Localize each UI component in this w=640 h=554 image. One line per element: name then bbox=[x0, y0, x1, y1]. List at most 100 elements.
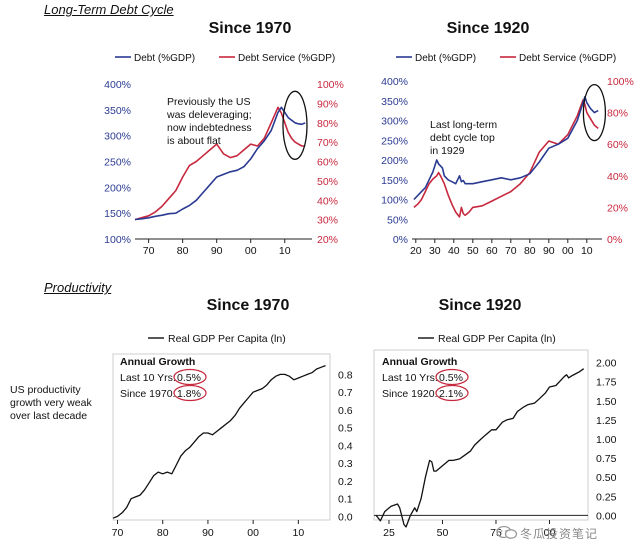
x-tick-label: 25 bbox=[383, 527, 395, 539]
y-right-tick-label: 0.50 bbox=[596, 472, 617, 484]
y-left-tick-label: 200% bbox=[104, 182, 131, 194]
y-right-tick-label: 0% bbox=[607, 234, 622, 246]
y-left-tick-label: 200% bbox=[381, 155, 408, 167]
annotation-line: debt cycle top bbox=[430, 132, 495, 144]
annotation-line: was deleveraging; bbox=[166, 109, 252, 121]
y-right-tick-label: 0.25 bbox=[596, 491, 617, 503]
y-right-tick-label: 60% bbox=[607, 139, 628, 151]
debt-line bbox=[134, 106, 306, 221]
y-left-tick-label: 400% bbox=[381, 76, 408, 88]
y-left-tick-label: 300% bbox=[381, 116, 408, 128]
gdp-chart-1970-title: Since 1970 bbox=[206, 297, 290, 314]
growth-row-label: Since 1920: bbox=[382, 388, 437, 400]
x-tick-label: 80 bbox=[177, 245, 189, 257]
y-right-tick-label: 30% bbox=[317, 215, 338, 227]
productivity-section-title: Productivity bbox=[44, 280, 112, 295]
growth-row-value: 2.1% bbox=[439, 388, 463, 400]
highlight-ellipse bbox=[282, 90, 308, 160]
x-tick-label: 30 bbox=[429, 245, 441, 257]
y-right-tick-label: 70% bbox=[317, 137, 338, 149]
watermark-text: 冬瓜投资笔记 bbox=[520, 527, 599, 541]
y-right-tick-label: 1.00 bbox=[596, 434, 617, 446]
y-right-tick-label: 20% bbox=[317, 234, 338, 246]
growth-row-label: Last 10 Yrs: bbox=[120, 372, 176, 384]
annotation-line: now indebtedness bbox=[167, 122, 252, 134]
x-tick-label: 50 bbox=[467, 245, 479, 257]
x-tick-label: 90 bbox=[211, 245, 223, 257]
x-tick-label: 80 bbox=[524, 245, 536, 257]
side-note-line-1: US productivity bbox=[10, 384, 81, 396]
y-left-tick-label: 400% bbox=[104, 79, 131, 91]
y-right-tick-label: 60% bbox=[317, 157, 338, 169]
debt-line bbox=[413, 95, 599, 201]
y-right-tick-label: 0.4 bbox=[338, 440, 353, 452]
watermark-wechat-icon bbox=[496, 525, 518, 539]
x-tick-label: 50 bbox=[437, 527, 449, 539]
productivity-side-note: US productivity growth very weak over la… bbox=[10, 384, 110, 423]
x-tick-label: 80 bbox=[157, 527, 169, 539]
y-right-tick-label: 0.8 bbox=[338, 369, 353, 381]
growth-row-label: Last 10 Yrs: bbox=[382, 372, 438, 384]
y-left-tick-label: 150% bbox=[381, 175, 408, 187]
debt-chart-1920-title: Since 1920 bbox=[446, 20, 530, 37]
legend-debt-label: Debt (%GDP) bbox=[415, 53, 476, 64]
highlight-ellipse bbox=[582, 83, 607, 142]
growth-value-circle bbox=[173, 368, 207, 386]
y-left-tick-label: 150% bbox=[104, 208, 131, 220]
y-right-tick-label: 2.00 bbox=[596, 358, 617, 370]
y-right-tick-label: 0.6 bbox=[338, 405, 353, 417]
y-right-tick-label: 40% bbox=[317, 195, 338, 207]
y-left-tick-label: 0% bbox=[393, 234, 408, 246]
y-left-tick-label: 350% bbox=[104, 105, 131, 117]
legend-gdp-label: Real GDP Per Capita (ln) bbox=[438, 333, 556, 345]
y-right-tick-label: 80% bbox=[317, 118, 338, 130]
y-right-tick-label: 40% bbox=[607, 171, 628, 183]
annotation-line: Previously the US bbox=[167, 96, 250, 108]
y-left-tick-label: 100% bbox=[381, 195, 408, 207]
growth-row-value: 0.5% bbox=[439, 372, 463, 384]
growth-value-circle bbox=[173, 384, 207, 402]
annotation-line: in 1929 bbox=[430, 145, 465, 157]
side-note-line-3: over last decade bbox=[10, 410, 88, 422]
y-right-tick-label: 0.3 bbox=[338, 458, 353, 470]
y-right-tick-label: 1.75 bbox=[596, 377, 617, 389]
y-left-tick-label: 350% bbox=[381, 96, 408, 108]
gdp-chart-1920-title: Since 1920 bbox=[438, 297, 522, 314]
debt-service-line bbox=[134, 106, 306, 221]
y-right-tick-label: 0.5 bbox=[338, 423, 353, 435]
y-left-tick-label: 50% bbox=[387, 214, 408, 226]
gdp-chart-1920: Real GDP Per Capita (ln) Annual Growth Las… bbox=[373, 333, 617, 539]
y-right-tick-label: 1.50 bbox=[596, 396, 617, 408]
x-tick-label: 10 bbox=[581, 245, 593, 257]
plot-frame bbox=[112, 353, 331, 521]
x-tick-label: 00 bbox=[544, 527, 556, 539]
growth-row-value: 1.8% bbox=[177, 388, 201, 400]
y-right-tick-label: 50% bbox=[317, 176, 338, 188]
legend-gdp-label: Real GDP Per Capita (ln) bbox=[168, 333, 286, 345]
x-tick-label: 00 bbox=[245, 245, 257, 257]
debt-chart-1970-title: Since 1970 bbox=[208, 20, 292, 37]
gdp-chart-1970: Real GDP Per Capita (ln) Annual Growth Las… bbox=[112, 333, 353, 539]
growth-value-circle bbox=[435, 368, 469, 386]
plot-frame bbox=[373, 349, 589, 521]
y-left-tick-label: 250% bbox=[104, 157, 131, 169]
y-right-tick-label: 0.00 bbox=[596, 510, 617, 522]
x-tick-label: 60 bbox=[486, 245, 498, 257]
x-tick-label: 40 bbox=[448, 245, 460, 257]
debt-cycle-section-title: Long-Term Debt Cycle bbox=[44, 2, 174, 17]
debt-chart-1970: Debt (%GDP) Debt Service (%GDP) 100% 150% 20… bbox=[104, 53, 344, 257]
legend-debt-service-label: Debt Service (%GDP) bbox=[519, 53, 616, 64]
y-right-tick-label: 0.75 bbox=[596, 453, 617, 465]
y-right-tick-label: 20% bbox=[607, 202, 628, 214]
y-left-tick-label: 300% bbox=[104, 131, 131, 143]
gdp-line bbox=[375, 368, 585, 528]
y-right-tick-label: 80% bbox=[607, 108, 628, 120]
debt-service-line bbox=[413, 99, 599, 218]
x-tick-label: 70 bbox=[505, 245, 517, 257]
y-left-tick-label: 250% bbox=[381, 135, 408, 147]
growth-value-circle bbox=[435, 384, 469, 402]
x-tick-label: 10 bbox=[293, 527, 305, 539]
x-tick-label: 00 bbox=[562, 245, 574, 257]
y-right-tick-label: 0.0 bbox=[338, 511, 353, 523]
y-left-tick-label: 100% bbox=[104, 234, 131, 246]
